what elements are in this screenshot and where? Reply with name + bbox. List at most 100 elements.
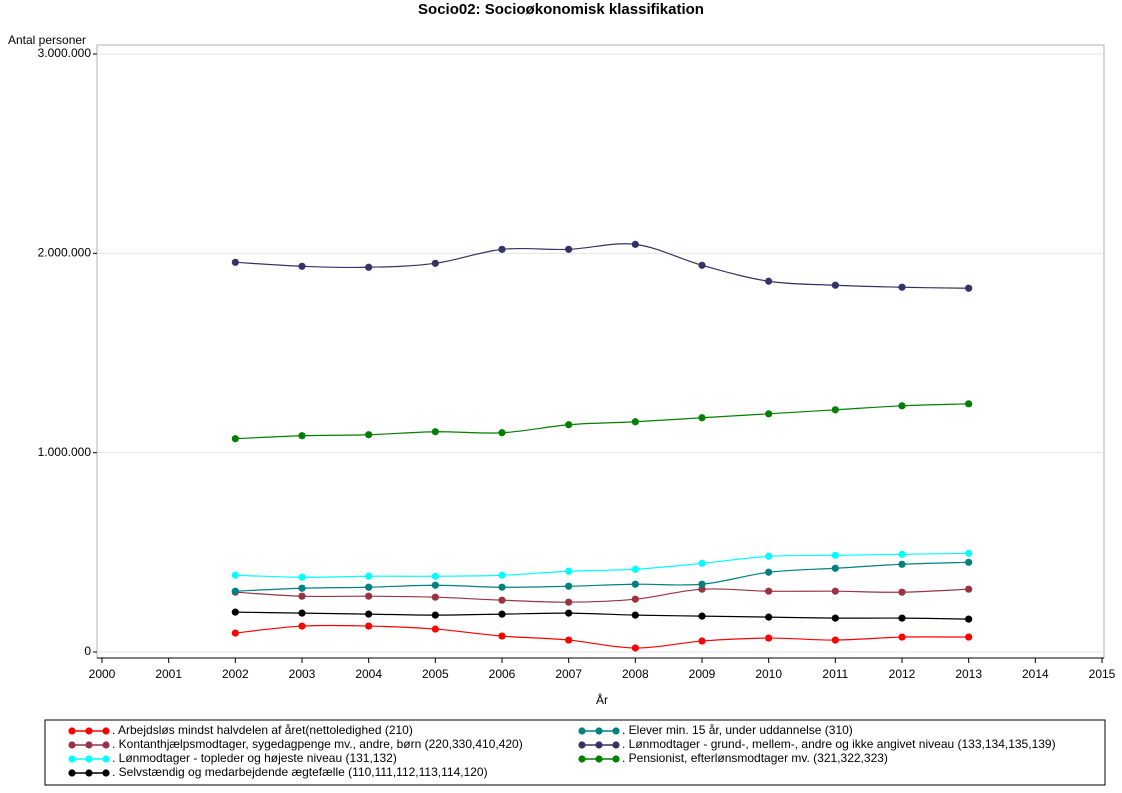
data-point [831, 551, 839, 559]
legend-marker [578, 741, 586, 749]
legend-label: . Selvstændig og medarbejdende ægtefælle… [112, 765, 488, 779]
series-line [235, 403, 969, 440]
data-point [831, 406, 839, 414]
data-point [831, 636, 839, 644]
data-point [698, 414, 706, 422]
legend-marker [612, 755, 620, 763]
data-point [898, 402, 906, 410]
data-point [698, 612, 706, 620]
data-point [965, 585, 973, 593]
legend-marker [68, 755, 76, 763]
data-point [765, 587, 773, 595]
data-point [431, 428, 439, 436]
legend-marker [68, 769, 76, 777]
x-tick-label: 2014 [1022, 667, 1049, 681]
data-point [498, 596, 506, 604]
data-point [498, 632, 506, 640]
x-tick-label: 2015 [1089, 667, 1116, 681]
y-tick-label: 0 [84, 644, 91, 658]
data-point [231, 629, 239, 637]
series-line [235, 588, 969, 603]
x-tick-label: 2003 [289, 667, 316, 681]
data-point [231, 571, 239, 579]
chart-title: Socio02: Socioøkonomisk klassifikation [418, 1, 704, 18]
data-point [431, 581, 439, 589]
data-point [765, 634, 773, 642]
data-point [565, 245, 573, 253]
data-point [365, 610, 373, 618]
plot-frame [96, 44, 1105, 659]
data-point [631, 418, 639, 426]
legend-marker [595, 755, 603, 763]
legend-label: . Elever min. 15 år, under uddannelse (3… [622, 723, 853, 737]
legend-marker [85, 727, 93, 735]
data-point [498, 610, 506, 618]
data-point [765, 552, 773, 560]
data-point [698, 559, 706, 567]
y-tick-label: 3.000.000 [38, 46, 92, 60]
legend-marker [612, 741, 620, 749]
y-axis-label: Antal personer [8, 33, 86, 47]
data-point [365, 572, 373, 580]
legend-marker [595, 727, 603, 735]
legend-marker [612, 727, 620, 735]
data-point [298, 609, 306, 617]
data-point [298, 262, 306, 270]
data-point [498, 571, 506, 579]
data-point [298, 584, 306, 592]
data-point [365, 592, 373, 600]
legend-label: . Lønmodtager - grund-, mellem-, andre o… [622, 737, 1056, 751]
legend-marker [102, 727, 110, 735]
data-point [965, 284, 973, 292]
data-point [431, 593, 439, 601]
data-point [898, 633, 906, 641]
x-tick-label: 2006 [489, 667, 516, 681]
data-point [698, 261, 706, 269]
data-point [898, 550, 906, 558]
data-point [431, 572, 439, 580]
data-point [631, 240, 639, 248]
data-point [298, 432, 306, 440]
legend-marker [578, 727, 586, 735]
data-point [965, 549, 973, 557]
series-line [235, 624, 969, 649]
data-point [231, 587, 239, 595]
x-tick-label: 2010 [755, 667, 782, 681]
legend-label: . Kontanthjælpsmodtager, sygedagpenge mv… [112, 737, 523, 751]
data-point [565, 421, 573, 429]
x-tick-label: 2008 [622, 667, 649, 681]
data-point [831, 564, 839, 572]
legend-marker [578, 755, 586, 763]
data-point [231, 435, 239, 443]
data-point [898, 588, 906, 596]
legend-marker [85, 769, 93, 777]
data-point [431, 611, 439, 619]
data-point [765, 410, 773, 418]
data-point [365, 622, 373, 630]
y-tick-label: 1.000.000 [38, 445, 92, 459]
data-point [498, 583, 506, 591]
data-point [698, 585, 706, 593]
x-tick-label: 2012 [889, 667, 916, 681]
x-tick-label: 2011 [822, 667, 848, 681]
x-tick-label: 2004 [355, 667, 382, 681]
legend-marker [102, 769, 110, 777]
x-axis-label: År [596, 692, 608, 707]
data-point [831, 614, 839, 622]
data-point [431, 259, 439, 267]
data-point [831, 587, 839, 595]
legend-marker [102, 755, 110, 763]
x-tick-label: 2001 [155, 667, 182, 681]
data-point [631, 644, 639, 652]
data-point [498, 429, 506, 437]
data-point [298, 622, 306, 630]
x-tick-label: 2000 [89, 667, 116, 681]
x-tick-label: 2013 [955, 667, 982, 681]
series-line [235, 243, 969, 289]
legend-label: . Arbejdsløs mindst halvdelen af året(ne… [112, 723, 413, 737]
data-point [965, 615, 973, 623]
data-point [565, 636, 573, 644]
data-point [698, 637, 706, 645]
data-point [765, 277, 773, 285]
x-tick-label: 2009 [689, 667, 716, 681]
